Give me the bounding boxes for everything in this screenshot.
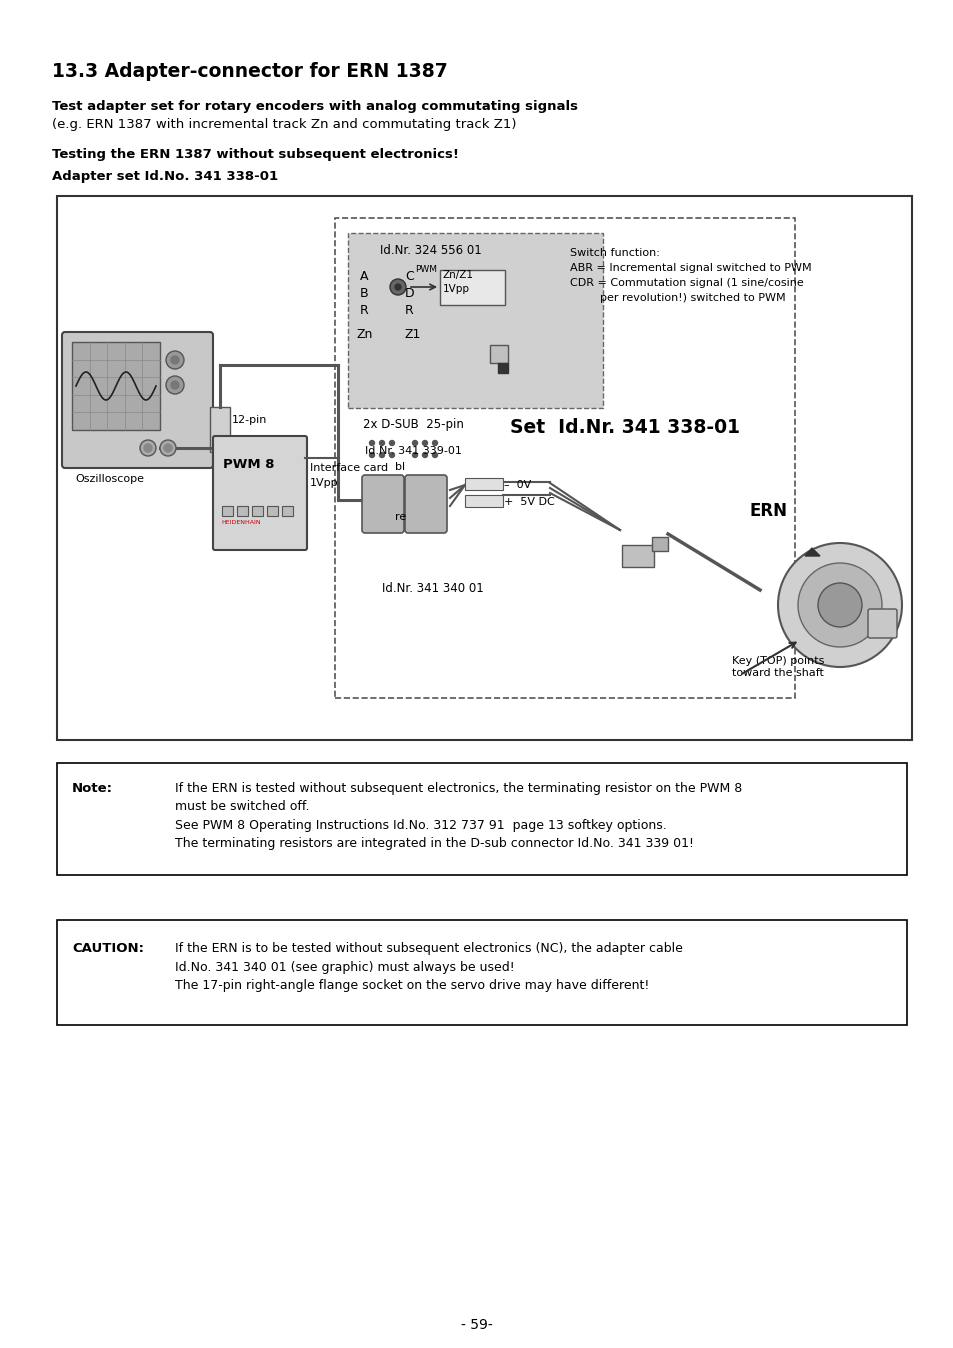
Bar	[71, 342, 160, 430]
Circle shape	[369, 441, 375, 445]
Bar	[252, 506, 263, 516]
Text: HEIDENHAIN: HEIDENHAIN	[221, 520, 260, 524]
Bar	[57, 763, 906, 875]
Bar	[464, 479, 502, 491]
Bar	[267, 506, 277, 516]
Text: 2x D-SUB  25-pin: 2x D-SUB 25-pin	[363, 418, 463, 431]
FancyBboxPatch shape	[405, 474, 447, 532]
Text: If the ERN is tested without subsequent electronics, the terminating resistor on: If the ERN is tested without subsequent …	[174, 782, 741, 851]
Circle shape	[422, 441, 427, 445]
Circle shape	[379, 453, 384, 457]
Bar	[497, 363, 507, 373]
Text: A: A	[359, 270, 368, 283]
Bar	[282, 506, 293, 516]
Text: ERN: ERN	[749, 501, 787, 520]
Text: 13.3 Adapter-connector for ERN 1387: 13.3 Adapter-connector for ERN 1387	[52, 62, 447, 81]
Circle shape	[144, 443, 152, 452]
Circle shape	[164, 443, 172, 452]
Text: Z1: Z1	[405, 328, 421, 341]
Text: - 59-: - 59-	[460, 1318, 493, 1332]
FancyBboxPatch shape	[361, 474, 403, 532]
Circle shape	[166, 376, 184, 394]
Circle shape	[797, 563, 882, 647]
Circle shape	[166, 350, 184, 369]
Text: Zn: Zn	[356, 328, 373, 341]
Text: Id.Nr. 341 339-01: Id.Nr. 341 339-01	[365, 446, 461, 456]
FancyBboxPatch shape	[213, 435, 307, 550]
Circle shape	[422, 453, 427, 457]
Circle shape	[140, 439, 156, 456]
Text: toward the shaft: toward the shaft	[731, 669, 823, 678]
Text: Id.Nr. 341 340 01: Id.Nr. 341 340 01	[381, 582, 483, 594]
Text: D: D	[405, 287, 415, 301]
Bar	[348, 233, 602, 408]
Text: 1Vpp: 1Vpp	[310, 479, 338, 488]
Text: B: B	[359, 287, 368, 301]
Text: PWM: PWM	[415, 266, 436, 274]
Text: CDR = Commutation signal (1 sine/cosine: CDR = Commutation signal (1 sine/cosine	[569, 278, 803, 288]
Circle shape	[160, 439, 175, 456]
Bar	[335, 218, 794, 698]
Polygon shape	[804, 549, 820, 555]
Text: PWM 8: PWM 8	[223, 458, 274, 470]
Text: Oszilloscope: Oszilloscope	[75, 474, 144, 484]
Text: re: re	[395, 512, 406, 522]
Text: 1Vpp: 1Vpp	[442, 284, 470, 294]
Bar	[236, 506, 248, 516]
Bar	[57, 195, 911, 740]
Circle shape	[379, 441, 384, 445]
Text: Zn/Z1: Zn/Z1	[442, 270, 474, 280]
Circle shape	[389, 453, 395, 457]
Text: +  5V DC: + 5V DC	[503, 497, 554, 507]
Circle shape	[432, 453, 437, 457]
Circle shape	[817, 582, 862, 627]
Circle shape	[412, 441, 417, 445]
Text: Key (TOP) points: Key (TOP) points	[731, 656, 823, 666]
Text: –  0V: – 0V	[503, 480, 531, 491]
Text: CAUTION:: CAUTION:	[71, 942, 144, 954]
Text: per revolution!) switched to PWM: per revolution!) switched to PWM	[599, 293, 785, 303]
Text: Adapter set Id.No. 341 338-01: Adapter set Id.No. 341 338-01	[52, 170, 278, 183]
Circle shape	[390, 279, 406, 295]
Circle shape	[389, 441, 395, 445]
Circle shape	[171, 381, 179, 390]
Bar	[439, 270, 504, 305]
Text: Test adapter set for rotary encoders with analog commutating signals: Test adapter set for rotary encoders wit…	[52, 100, 578, 113]
Bar	[464, 495, 502, 507]
Circle shape	[369, 453, 375, 457]
Text: R: R	[405, 305, 414, 317]
Text: Switch function:: Switch function:	[569, 248, 659, 257]
Text: Note:: Note:	[71, 782, 112, 795]
Text: Set  Id.Nr. 341 338-01: Set Id.Nr. 341 338-01	[510, 418, 740, 437]
Bar	[651, 537, 667, 551]
Text: bl: bl	[395, 462, 405, 472]
Circle shape	[778, 543, 901, 667]
Text: Testing the ERN 1387 without subsequent electronics!: Testing the ERN 1387 without subsequent …	[52, 148, 458, 160]
FancyBboxPatch shape	[867, 609, 896, 638]
Circle shape	[395, 284, 400, 290]
Circle shape	[432, 441, 437, 445]
Text: 12-pin: 12-pin	[232, 415, 267, 425]
Circle shape	[171, 356, 179, 364]
Bar	[490, 345, 507, 363]
Circle shape	[412, 453, 417, 457]
Bar	[210, 407, 230, 452]
Text: R: R	[359, 305, 369, 317]
Text: ABR = Incremental signal switched to PWM: ABR = Incremental signal switched to PWM	[569, 263, 811, 274]
Text: (e.g. ERN 1387 with incremental track Zn and commutating track Z1): (e.g. ERN 1387 with incremental track Zn…	[52, 119, 516, 131]
Text: If the ERN is to be tested without subsequent electronics (NC), the adapter cabl: If the ERN is to be tested without subse…	[174, 942, 682, 992]
Bar	[57, 919, 906, 1024]
FancyBboxPatch shape	[62, 332, 213, 468]
Bar	[621, 545, 654, 568]
Text: Interface card: Interface card	[310, 462, 388, 473]
Text: C: C	[405, 270, 414, 283]
Bar	[222, 506, 233, 516]
Text: Id.Nr. 324 556 01: Id.Nr. 324 556 01	[379, 244, 481, 257]
